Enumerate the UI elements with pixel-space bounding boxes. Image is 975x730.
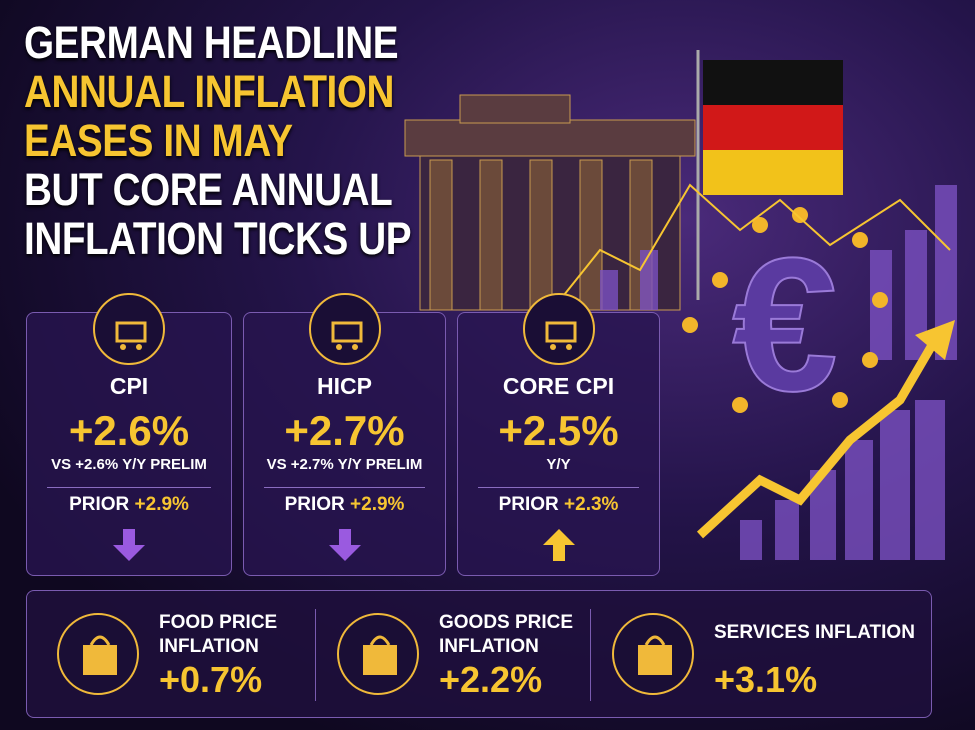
headline-line: ANNUAL INFLATION	[24, 66, 395, 117]
card-label: HICP	[317, 373, 372, 399]
divider	[264, 487, 425, 488]
divider	[47, 487, 211, 488]
component-value: +3.1%	[714, 659, 818, 700]
component-label-line: INFLATION	[439, 636, 539, 657]
component-icon	[57, 613, 139, 695]
headline-line: GERMAN HEADLINE	[24, 17, 399, 68]
component-icon	[612, 613, 694, 695]
separator	[315, 609, 316, 701]
prior-value: +2.3%	[564, 494, 619, 515]
headline-line: INFLATION TICKS UP	[24, 213, 412, 264]
component-label-line: FOOD PRICE	[159, 612, 278, 633]
trend-arrow	[541, 527, 577, 568]
headline: GERMAN HEADLINE ANNUAL INFLATION EASES I…	[24, 17, 412, 264]
prior-value: +2.9%	[134, 494, 189, 515]
separator	[590, 609, 591, 701]
card-note: VS +2.6% Y/Y PRELIM	[51, 456, 207, 473]
prior-label: PRIOR	[69, 494, 130, 515]
component-label: SERVICES INFLATION	[714, 621, 915, 645]
prior: PRIOR +2.3%	[458, 494, 659, 516]
metric-card: CPI +2.6% VS +2.6% Y/Y PRELIM PRIOR +2.9%	[26, 293, 232, 576]
component-icon	[337, 613, 419, 695]
prior: PRIOR +2.9%	[27, 494, 231, 516]
prior: PRIOR +2.9%	[244, 494, 445, 516]
prior-label: PRIOR	[284, 494, 345, 515]
component-label-line: GOODS PRICE	[439, 612, 574, 633]
card-note: VS +2.7% Y/Y PRELIM	[266, 456, 423, 473]
card-icon	[93, 293, 165, 365]
metric-card: CORE CPI +2.5% Y/Y PRIOR +2.3%	[457, 293, 660, 576]
trend-arrow	[327, 527, 363, 568]
metric-card: HICP +2.7% VS +2.7% Y/Y PRELIM PRIOR +2.9%	[243, 293, 446, 576]
component-label: FOOD PRICE INFLATION	[159, 611, 277, 659]
card-icon	[308, 293, 381, 365]
prior-value: +2.9%	[350, 494, 405, 515]
card-note: Y/Y	[546, 456, 571, 473]
card-value: +2.7%	[284, 407, 405, 454]
background-art: €	[404, 50, 957, 560]
svg-text:€: €	[732, 219, 838, 431]
divider	[478, 487, 639, 488]
component-value: +0.7%	[159, 659, 263, 700]
card-value: +2.5%	[498, 407, 619, 454]
component-label-line: INFLATION	[159, 636, 259, 657]
prior-label: PRIOR	[498, 494, 559, 515]
card-label: CORE CPI	[502, 373, 615, 399]
card-value: +2.6%	[68, 407, 190, 454]
component-value: +2.2%	[439, 659, 543, 700]
headline-line: EASES IN MAY	[24, 115, 293, 166]
trend-arrow	[111, 527, 147, 568]
component-label: GOODS PRICE INFLATION	[439, 611, 573, 659]
components-panel: FOOD PRICE INFLATION +0.7% GOODS PRICE INFLA…	[26, 590, 932, 718]
card-label: CPI	[109, 373, 149, 399]
component-label-line: SERVICES INFLATION	[714, 622, 915, 643]
card-icon	[522, 293, 595, 365]
headline-line: BUT CORE ANNUAL	[24, 164, 393, 215]
